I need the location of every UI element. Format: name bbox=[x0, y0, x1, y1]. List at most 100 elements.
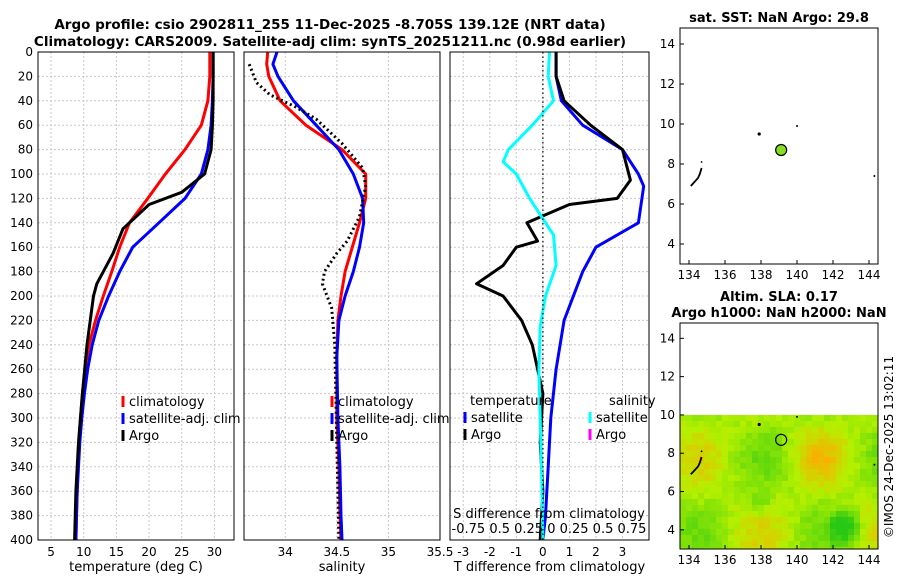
map-sla-cell bbox=[722, 474, 729, 482]
map-sla-cell bbox=[830, 492, 837, 500]
map-sla-cell bbox=[776, 480, 783, 488]
map-sla-coastline bbox=[690, 456, 703, 475]
map-sla-cell bbox=[758, 522, 765, 530]
map-sla-cell bbox=[866, 480, 873, 488]
map-sla-cell bbox=[680, 486, 687, 494]
map-sla-cell bbox=[704, 444, 711, 452]
map-sla-cell bbox=[770, 420, 777, 428]
map-sla-cell bbox=[872, 510, 878, 518]
map-sla-cell bbox=[872, 450, 878, 458]
map-sla-cell bbox=[686, 456, 693, 464]
map-sla-cell bbox=[848, 480, 855, 488]
map-sla-cell bbox=[830, 444, 837, 452]
map-sla-cell bbox=[686, 426, 693, 434]
map-sla-cell bbox=[758, 456, 765, 464]
map-sla-cell bbox=[854, 438, 861, 446]
temperature-ytick-label: 80 bbox=[18, 143, 33, 157]
map-sla-cell bbox=[794, 444, 801, 452]
map-sla-cell bbox=[728, 534, 735, 542]
map-sla-cell bbox=[800, 438, 807, 446]
map-sla-cell bbox=[710, 420, 717, 428]
map-sla-cell bbox=[842, 510, 849, 518]
map-sla-cell bbox=[788, 522, 795, 530]
map-sla-cell bbox=[716, 438, 723, 446]
map-sla-cell bbox=[752, 540, 759, 548]
map-sla-cell bbox=[758, 480, 765, 488]
map-sla-xtick-label: 136 bbox=[714, 553, 737, 567]
map-sla-cell bbox=[752, 438, 759, 446]
map-sla-cell bbox=[812, 450, 819, 458]
map-sla-cell bbox=[740, 414, 747, 422]
map-sla-cell bbox=[776, 420, 783, 428]
map-sla-cell bbox=[704, 420, 711, 428]
map-sla-cell bbox=[722, 522, 729, 530]
map-sla-cell bbox=[860, 432, 867, 440]
temperature-ytick-label: 20 bbox=[18, 69, 33, 83]
map-sla-cell bbox=[824, 414, 831, 422]
map-sla-cell bbox=[710, 468, 717, 476]
map-sla-cell bbox=[752, 534, 759, 542]
map-sla-cell bbox=[842, 492, 849, 500]
map-sla-cell bbox=[848, 522, 855, 530]
map-sla-cell bbox=[758, 540, 765, 548]
map-sla-cell bbox=[746, 546, 753, 549]
map-sla-cell bbox=[824, 522, 831, 530]
map-sla-cell bbox=[770, 432, 777, 440]
map-sla-cell bbox=[788, 498, 795, 506]
map-sla-cell bbox=[818, 462, 825, 470]
map-sla-cell bbox=[746, 468, 753, 476]
map-sla-cell bbox=[788, 540, 795, 548]
map-sla-cell bbox=[698, 450, 705, 458]
map-sla-cell bbox=[800, 474, 807, 482]
map-sla-cell bbox=[698, 414, 705, 422]
map-sla-cell bbox=[782, 540, 789, 548]
map-sla-cell bbox=[812, 486, 819, 494]
map-sla-cell bbox=[818, 474, 825, 482]
map-sla-cell bbox=[824, 420, 831, 428]
map-sla-cell bbox=[776, 486, 783, 494]
map-sla-cell bbox=[710, 450, 717, 458]
map-sla-cell bbox=[692, 432, 699, 440]
map-sla-cell bbox=[800, 516, 807, 524]
sla-map-panel: 134 136 138 140 142 144 4 6 8 10 12 14 Altim. SLA: 0… bbox=[660, 290, 887, 567]
map-sla-cell bbox=[842, 450, 849, 458]
map-sla-cell bbox=[680, 474, 687, 482]
map-sla-cell bbox=[752, 414, 759, 422]
map-sla-cell bbox=[842, 522, 849, 530]
map-sla-cell bbox=[698, 540, 705, 548]
map-sla-cell bbox=[746, 414, 753, 422]
map-sla-cell bbox=[686, 450, 693, 458]
map-sla-cell bbox=[686, 414, 693, 422]
map-sla-cell bbox=[824, 456, 831, 464]
map-sla-cell bbox=[854, 426, 861, 434]
map-sla-cell bbox=[872, 534, 878, 542]
map-sla-cell bbox=[776, 534, 783, 542]
map-sla-cell bbox=[692, 510, 699, 518]
map-sla-cell bbox=[716, 444, 723, 452]
map-sla-cell bbox=[680, 462, 687, 470]
map-sla-cell bbox=[830, 432, 837, 440]
map-sla-cell bbox=[848, 492, 855, 500]
map-sla-cell bbox=[680, 528, 687, 536]
map-sla-cell bbox=[818, 420, 825, 428]
map-sla-cell bbox=[758, 492, 765, 500]
map-sla-cell bbox=[770, 498, 777, 506]
map-sla-cell bbox=[806, 546, 813, 549]
temperature-xtick-label: 5 bbox=[47, 545, 55, 559]
difference-xtick-label: -2 bbox=[484, 545, 496, 559]
map-sla-cell bbox=[740, 546, 747, 549]
map-sla-cell bbox=[740, 486, 747, 494]
map-sla-cell bbox=[740, 516, 747, 524]
map-sla-cell bbox=[866, 528, 873, 536]
temperature-ytick-label: 180 bbox=[10, 265, 33, 279]
map-sla-cell bbox=[770, 426, 777, 434]
map-sla-cell bbox=[848, 528, 855, 536]
map-sla-cell bbox=[722, 480, 729, 488]
map-sla-cell bbox=[752, 420, 759, 428]
map-sla-cell bbox=[824, 432, 831, 440]
map-sla-cell bbox=[734, 540, 741, 548]
map-sla-cell bbox=[860, 420, 867, 428]
map-sla-cell bbox=[740, 522, 747, 530]
map-sla-cell bbox=[734, 492, 741, 500]
map-sla-cell bbox=[704, 456, 711, 464]
